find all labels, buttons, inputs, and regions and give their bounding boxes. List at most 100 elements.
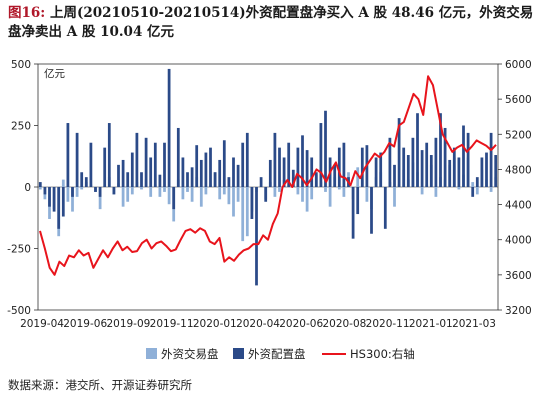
x-tick-label: 2020-01 [193, 318, 237, 330]
allocation-bar [209, 147, 212, 187]
allocation-bar [388, 137, 392, 187]
right-tick-label: 3600 [505, 270, 532, 282]
trading-bar [218, 187, 222, 200]
legend-allocation-label: 外资配置盘 [248, 347, 306, 361]
allocation-bar [411, 137, 415, 187]
allocation-bar [75, 132, 79, 187]
trading-bar [199, 187, 203, 207]
right-tick-label: 4400 [505, 200, 532, 212]
allocation-bar [190, 167, 194, 187]
left-tick-label: 500 [11, 59, 31, 71]
trading-bar [61, 179, 65, 187]
allocation-bar [462, 125, 465, 187]
allocation-bar [121, 159, 125, 187]
x-axis: 2019-04 2019-06 2019-09 2019-11 2020-01 2020-… [20, 318, 496, 330]
trading-bar [158, 187, 162, 197]
trading-bar [296, 187, 300, 195]
trading-bar [324, 187, 327, 192]
allocation-bar [489, 132, 493, 187]
allocation-bar [324, 110, 327, 187]
allocation-bar [475, 177, 479, 187]
allocation-bar [360, 147, 364, 187]
allocation-bar [485, 152, 488, 187]
legend-hs300: HS300:右轴 [322, 346, 415, 362]
allocation-bar [250, 187, 254, 219]
trading-bar [140, 187, 143, 190]
allocation-bar [301, 135, 304, 187]
trading-bar [365, 187, 369, 202]
allocation-bar [494, 155, 498, 187]
allocation-bar [471, 187, 475, 197]
allocation-bar [38, 182, 42, 187]
trading-bar [328, 187, 332, 207]
legend-trading-label: 外资交易盘 [161, 347, 219, 361]
allocation-bar [94, 187, 97, 192]
trading-bar [227, 187, 231, 205]
x-tick-label: 2020-04 [236, 318, 280, 330]
unit-label: 亿元 [44, 67, 65, 80]
allocation-bar [80, 172, 84, 187]
trading-bar [181, 187, 185, 200]
trading-bar [471, 182, 475, 187]
trading-bar [98, 187, 102, 210]
allocation-bar [52, 187, 56, 212]
x-tick-label: 2019-06 [63, 318, 107, 330]
allocation-bar [181, 157, 185, 187]
trading-bar [305, 187, 309, 212]
allocation-bar [135, 132, 139, 187]
allocation-bar [89, 142, 93, 187]
trading-bar [163, 187, 166, 192]
x-tick-label: 2020-08 [322, 318, 366, 330]
allocation-bar [103, 147, 107, 187]
trading-bar [278, 187, 281, 192]
allocation-bar [98, 187, 102, 197]
x-tick-label: 2021-01 [409, 318, 453, 330]
figure-title: 图16: 上周(20210510-20210514)外资配置盘净买入 A 股 4… [8, 4, 542, 42]
right-tick-label: 6000 [505, 59, 532, 71]
figure-title-text: 上周(20210510-20210514)外资配置盘净买入 A 股 48.46 … [8, 5, 534, 40]
hs300-line [39, 75, 497, 276]
trading-bar [121, 187, 125, 207]
allocation-bar [149, 157, 153, 187]
allocation-bar [144, 137, 148, 187]
allocation-bar [448, 159, 452, 187]
trading-bar [241, 187, 245, 242]
trading-bar [66, 187, 70, 202]
allocation-bar [420, 150, 424, 187]
right-tick-label: 3200 [505, 305, 532, 317]
allocation-bar [204, 152, 208, 187]
trading-bar [337, 187, 341, 190]
allocation-bar [48, 187, 51, 207]
allocation-bar [287, 142, 291, 187]
trading-bar [310, 187, 314, 200]
trading-bar [236, 187, 240, 202]
trading-bar [149, 187, 153, 197]
allocation-bar [480, 157, 484, 187]
allocation-bar [397, 118, 401, 187]
x-tick-label: 2020-06 [279, 318, 323, 330]
allocation-bar [245, 132, 249, 187]
allocation-bar [333, 164, 337, 187]
allocation-bar [416, 113, 419, 187]
left-tick-label: 0 [24, 182, 31, 194]
allocation-bar [259, 177, 263, 187]
x-tick-label: 2019-11 [150, 318, 194, 330]
source-note: 数据来源：港交所、开源证券研究所 [8, 378, 192, 392]
trading-bar [393, 187, 396, 207]
x-tick-label: 2019-04 [20, 318, 64, 330]
allocation-bar [383, 187, 387, 229]
allocation-bar [443, 127, 447, 187]
trading-bar [356, 167, 360, 187]
right-tick-label: 4000 [505, 235, 532, 247]
legend-trading-swatch [146, 348, 157, 359]
allocation-bar [176, 127, 180, 187]
allocation-bar [457, 157, 461, 187]
allocation-bar [130, 152, 134, 187]
allocation-bar [466, 132, 470, 187]
trading-bar [130, 187, 134, 195]
trading-bar [342, 187, 346, 197]
legend-allocation-swatch [233, 348, 244, 359]
allocation-bar [291, 169, 295, 187]
allocation-bar [278, 147, 281, 187]
allocation-bar [314, 172, 318, 187]
